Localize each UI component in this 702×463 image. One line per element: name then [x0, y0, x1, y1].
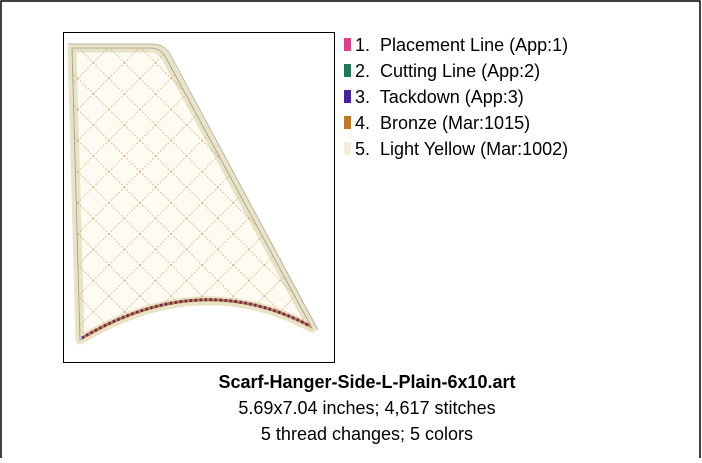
thread-swatch — [344, 116, 351, 129]
thread-label: 5. Light Yellow (Mar:1002) — [355, 139, 568, 159]
thread-swatch — [344, 38, 351, 51]
size-info: 5.69x7.04 inches; 4,617 stitches — [238, 398, 495, 418]
thread-swatch — [344, 64, 351, 77]
thread-label: 3. Tackdown (App:3) — [355, 87, 524, 107]
thread-label: 1. Placement Line (App:1) — [355, 35, 568, 55]
thread-swatch — [344, 90, 351, 103]
embroidery-preview — [67, 43, 319, 345]
thread-label: 2. Cutting Line (App:2) — [355, 61, 540, 81]
thread-label: 4. Bronze (Mar:1015) — [355, 113, 530, 133]
thread-info: 5 thread changes; 5 colors — [261, 424, 473, 444]
thread-legend: 1. Placement Line (App:1) 2. Cutting Line… — [344, 35, 568, 159]
bronze-edge — [81, 298, 311, 340]
thread-swatch — [344, 142, 351, 155]
outline — [67, 43, 319, 331]
file-name: Scarf-Hanger-Side-L-Plain-6x10.art — [218, 372, 515, 392]
